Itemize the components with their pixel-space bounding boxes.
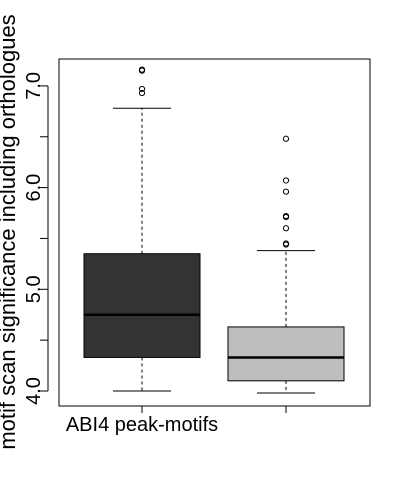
outlier-point [282,135,290,142]
outlier-point [282,188,290,195]
outlier-point [138,85,146,93]
box-1 [83,66,201,392]
outlier-point [282,177,290,184]
y-axis-label: motif scan significance including orthol… [0,14,20,449]
y-tick-label: 6.0 [23,174,45,202]
y-tick-label: 7.0 [23,72,45,100]
box-2 [227,135,345,394]
outlier-point [282,212,290,220]
box-iqr [83,253,201,358]
outlier-point [282,225,290,232]
outlier-point [138,89,146,97]
y-axis: 4.0 5.0 6.0 7.0 [23,72,49,405]
outlier-point [138,66,146,73]
x-tick-label: ABI4 peak-motifs [66,414,218,436]
x-axis: ABI4 peak-motifs [66,405,287,436]
box-group [83,66,345,394]
box-iqr [227,326,345,382]
y-tick-label: 4.0 [23,377,45,405]
outlier-point [282,240,290,247]
y-tick-label: 5.0 [23,275,45,303]
